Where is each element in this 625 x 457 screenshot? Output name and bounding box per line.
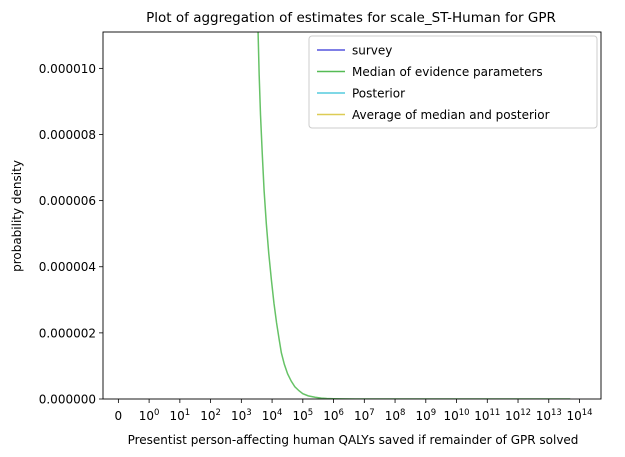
y-axis-label: probability density	[10, 160, 24, 272]
x-tick-label: 105	[292, 408, 313, 423]
x-tick-label: 1012	[505, 408, 531, 423]
legend-box	[308, 35, 598, 129]
x-tick-label: 102	[200, 408, 221, 423]
x-tick-label: 106	[323, 408, 344, 423]
x-tick-label: 1014	[566, 408, 592, 423]
y-axis: 0.000000 0.000002 0.000004 0.000006 0.000008…	[39, 62, 103, 407]
x-tick-label: 1011	[474, 408, 500, 423]
x-tick-label: 109	[415, 408, 436, 423]
y-tick-label: 0.000006	[39, 194, 96, 208]
chart-title: Plot of aggregation of estimates for sca…	[146, 10, 556, 26]
plot-frame	[102, 31, 602, 400]
x-tick-label: 107	[354, 408, 375, 423]
x-axis-label: Presentist person-affecting human QALYs …	[128, 433, 579, 447]
x-tick-label: 0	[115, 409, 123, 423]
series-layer	[257, 32, 571, 399]
x-tick-label: 108	[385, 408, 406, 423]
x-axis: 0 100 101 102 103 104 105 106 107 108 109 1010 1011 1…	[115, 399, 593, 423]
y-tick-label: 0.000004	[39, 260, 96, 274]
x-tick-label: 101	[170, 408, 191, 423]
x-tick-label: 104	[262, 408, 283, 423]
x-tick-label: 100	[139, 408, 160, 423]
y-tick-label: 0.000002	[39, 326, 96, 340]
y-tick-label: 0.000010	[39, 62, 96, 76]
legend-label: Average of median and posterior	[352, 108, 550, 122]
y-tick-label: 0.000008	[39, 128, 96, 142]
legend-label: Median of evidence parameters	[352, 65, 543, 79]
legend-label: Posterior	[352, 87, 405, 101]
legend-label: survey	[352, 44, 392, 58]
legend: survey Median of evidence parameters Poste…	[308, 35, 598, 129]
x-tick-label: 1013	[536, 408, 562, 423]
x-tick-label: 1010	[443, 408, 469, 423]
x-tick-label: 103	[231, 408, 252, 423]
y-tick-label: 0.000000	[39, 393, 96, 407]
series-line-1	[257, 32, 571, 399]
